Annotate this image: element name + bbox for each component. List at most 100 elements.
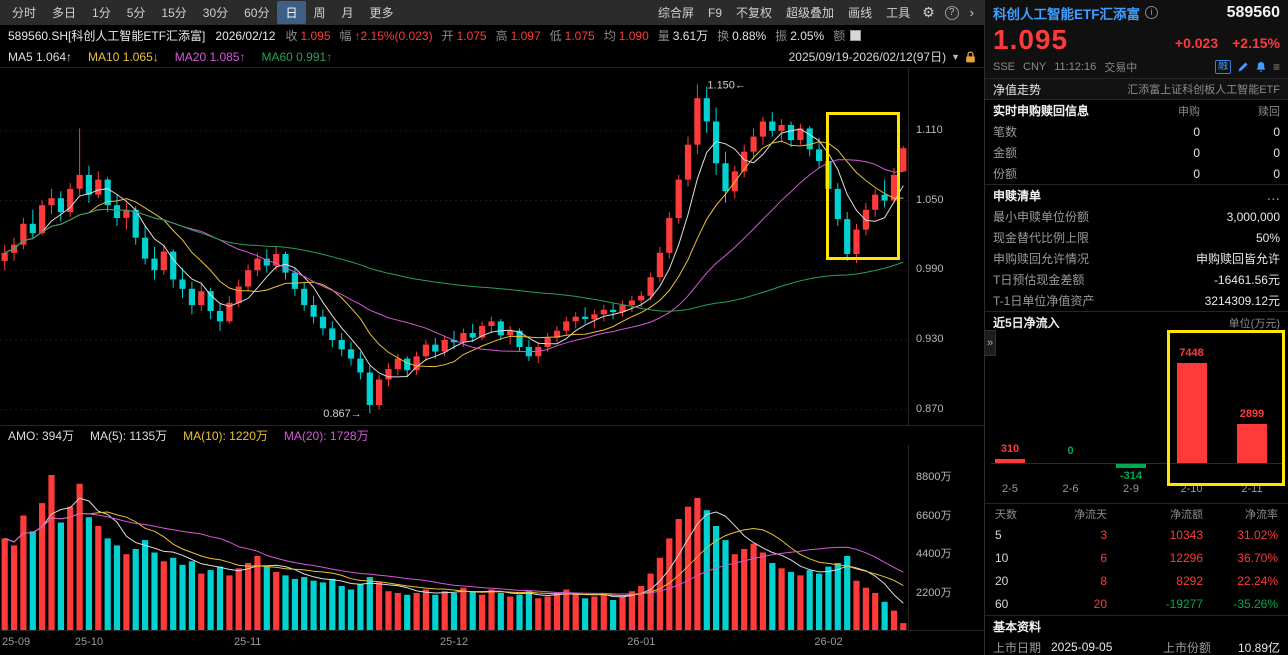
candlestick-chart[interactable]: 1.150← 0.867→ 1.110 1.050 0.990 0.930 0.870: [0, 67, 984, 426]
net-inflow-value: 7448: [1179, 347, 1204, 359]
basic-info-title: 基本资料: [993, 620, 1042, 634]
net-inflow-value: 0: [1067, 445, 1074, 457]
list-date-label: 上市日期: [993, 640, 1042, 655]
volume-indicator-MA5: MA(5): 1135万: [90, 429, 168, 443]
ma-value-MA5: MA5 1.064↑: [8, 49, 73, 64]
period-tab-周[interactable]: 周: [313, 6, 326, 20]
detail-row: 现金替代比例上限 50%: [993, 230, 1280, 246]
net-inflow-date: 2-6: [1062, 483, 1079, 495]
flow-table-row: 10 6 12296 36.70%: [995, 550, 1278, 565]
date-label-25-11: 25-11: [234, 636, 262, 648]
net-inflow-date: 2-10: [1180, 483, 1203, 495]
net-inflow-chart: 310 2-5 0 2-6 -314 2-9 7448 2-10 2899 2-11: [985, 333, 1288, 503]
margin-badge[interactable]: 融: [1214, 60, 1231, 74]
detail-row: 申购赎回允许情况 申购赎回皆允许: [993, 252, 1280, 266]
subscription-row-金额: 金额 0 0: [993, 145, 1280, 161]
edit-icon[interactable]: [1237, 61, 1249, 73]
ma-indicator-bar: MA5 1.064↑ MA10 1.065↓ MA20 1.085↑ MA60 0.9…: [0, 46, 984, 67]
date-label-26-01: 26-01: [627, 636, 656, 648]
period-tab-5分[interactable]: 5分: [126, 6, 146, 20]
period-tab-60分[interactable]: 60分: [244, 6, 270, 20]
basic-info-row: 上市日期 2025-09-05 上市份额 10.89亿: [985, 637, 1288, 655]
volume-axis-label: 2200万: [916, 587, 952, 600]
quote-field-振: 振 2.05%: [775, 29, 825, 43]
date-label-25-12: 25-12: [440, 636, 469, 648]
price-chart-canvas[interactable]: 1.150← 0.867→: [0, 68, 908, 426]
toolbar-item-不复权[interactable]: 不复权: [736, 6, 773, 20]
quote-field-低: 低 1.075: [549, 29, 595, 43]
volume-axis: 8800万 6600万 4400万 2200万: [908, 445, 984, 630]
flow-col-天数: 天数: [995, 508, 1017, 521]
menu-icon[interactable]: ≡: [1272, 60, 1280, 74]
period-tab-月[interactable]: 月: [341, 6, 354, 20]
net-inflow-bar: [1176, 363, 1207, 463]
flow-table-row: 60 20 -19277 -35.26%: [995, 596, 1278, 611]
quote-info-bar: 589560.SH[科创人工智能ETF汇添富] 2026/02/12 收 1.09…: [0, 25, 984, 46]
redemption-list-title: 申赎清单: [993, 189, 1042, 203]
period-tab-更多[interactable]: 更多: [369, 6, 394, 20]
info-icon[interactable]: i: [1145, 6, 1158, 19]
price-axis: 1.110 1.050 0.990 0.930 0.870: [908, 68, 984, 426]
period-tab-30分[interactable]: 30分: [202, 6, 229, 20]
subscription-title: 实时申购赎回信息: [993, 104, 1090, 118]
list-shares-label: 上市份额: [1163, 640, 1212, 655]
period-tab-日[interactable]: 日: [277, 1, 306, 24]
redemption-list-row[interactable]: 申赎清单 ...: [985, 184, 1288, 206]
ma-values: MA5 1.064↑ MA10 1.065↓ MA20 1.085↑ MA60 0.9…: [8, 50, 348, 64]
flow-table-row: 20 8 8292 22.24%: [995, 573, 1278, 588]
toolbar-right: 综合屏 F9 不复权 超级叠加 画线 工具 ⚙ ? ›: [651, 1, 980, 24]
net-inflow-date: 2-9: [1123, 483, 1139, 495]
quote-fields: 收 1.095 幅 ↑2.15%(0.023) 开 1.075 高 1.097 低 1.075 均 1…: [285, 27, 870, 44]
exchange-label: SSE: [993, 61, 1016, 73]
net-inflow-header: 近5日净流入 单位(万元): [985, 311, 1288, 333]
net-inflow-value: 2899: [1239, 408, 1265, 421]
quote-field-收: 收 1.095: [285, 29, 331, 43]
volume-axis-label: 6600万: [916, 509, 952, 522]
collapse-panel-button[interactable]: »: [985, 330, 996, 356]
net-inflow-value: 310: [1000, 442, 1020, 455]
net-inflow-unit: 单位(万元): [1228, 317, 1280, 330]
toolbar-item-F9[interactable]: F9: [708, 5, 723, 20]
lock-icon[interactable]: [965, 50, 976, 63]
gear-icon[interactable]: ⚙: [922, 4, 935, 20]
tab-nav-trend[interactable]: 净值走势: [993, 82, 1042, 97]
currency-label: CNY: [1023, 61, 1047, 73]
help-icon[interactable]: ?: [944, 5, 959, 20]
alert-bell-icon[interactable]: [1255, 61, 1267, 73]
flow-table: 5 3 10343 31.02% 10 6 12296 36.70% 20 8 8292 22.24%…: [985, 523, 1288, 615]
volume-indicator-AMO: AMO: 394万: [8, 429, 75, 443]
column-subscribe: 申购: [1178, 105, 1200, 118]
toolbar: 分时 多日 1分 5分 15分 30分 60分日周 月 更多 综合屏 F9 不复权 超级叠加 画线 工具 …: [0, 0, 984, 25]
toolbar-item-综合屏[interactable]: 综合屏: [658, 6, 695, 20]
more-ellipsis[interactable]: ...: [1266, 186, 1280, 204]
volume-chart-canvas[interactable]: [0, 445, 908, 630]
toolbar-right-items: 综合屏 F9 不复权 超级叠加 画线 工具: [651, 1, 917, 24]
period-tab-多日[interactable]: 多日: [52, 6, 77, 20]
date-label-25-10: 25-10: [74, 636, 104, 648]
ma-value-MA10: MA10 1.065↓: [88, 49, 159, 64]
last-price: 1.095: [993, 24, 1069, 55]
date-label-26-02: 26-02: [814, 636, 843, 648]
price-change: +0.023: [1174, 35, 1219, 51]
toolbar-item-工具[interactable]: 工具: [886, 6, 911, 20]
stock-header: 科创人工智能ETF汇添富 i 589560 1.095 +0.023 +2.15…: [985, 0, 1288, 78]
toolbar-item-超级叠加[interactable]: 超级叠加: [786, 6, 835, 20]
chevron-right-icon[interactable]: ›: [969, 5, 974, 20]
quote-field-均: 均 1.090: [603, 29, 649, 43]
volume-chart[interactable]: 8800万 6600万 4400万 2200万: [0, 445, 984, 630]
list-date-value: 2025-09-05: [1051, 640, 1113, 654]
toolbar-item-画线[interactable]: 画线: [848, 6, 873, 20]
period-tab-1分[interactable]: 1分: [92, 6, 111, 20]
volume-indicator-bar: AMO: 394万 MA(5): 1135万 MA(10): 1220万 MA(20)…: [0, 425, 984, 445]
amount-window-icon[interactable]: [850, 30, 862, 41]
date-range-selector[interactable]: 2025/09/19-2026/02/12(97日) ▼: [789, 48, 976, 65]
date-range-label: 2025/09/19-2026/02/12(97日): [788, 50, 947, 64]
subscription-rows: 笔数 0 0 金额 0 0 份额 0 0: [985, 121, 1288, 184]
detail-row: T日预估现金差额 -16461.56元: [993, 273, 1280, 287]
period-tab-分时[interactable]: 分时: [12, 6, 37, 20]
period-tab-15分[interactable]: 15分: [161, 6, 187, 20]
ma-value-MA20: MA20 1.085↑: [174, 49, 246, 64]
net-inflow-value: -314: [1119, 470, 1143, 483]
price-axis-label: 0.930: [916, 332, 944, 345]
high-price-annotation: 1.150←: [707, 79, 746, 91]
